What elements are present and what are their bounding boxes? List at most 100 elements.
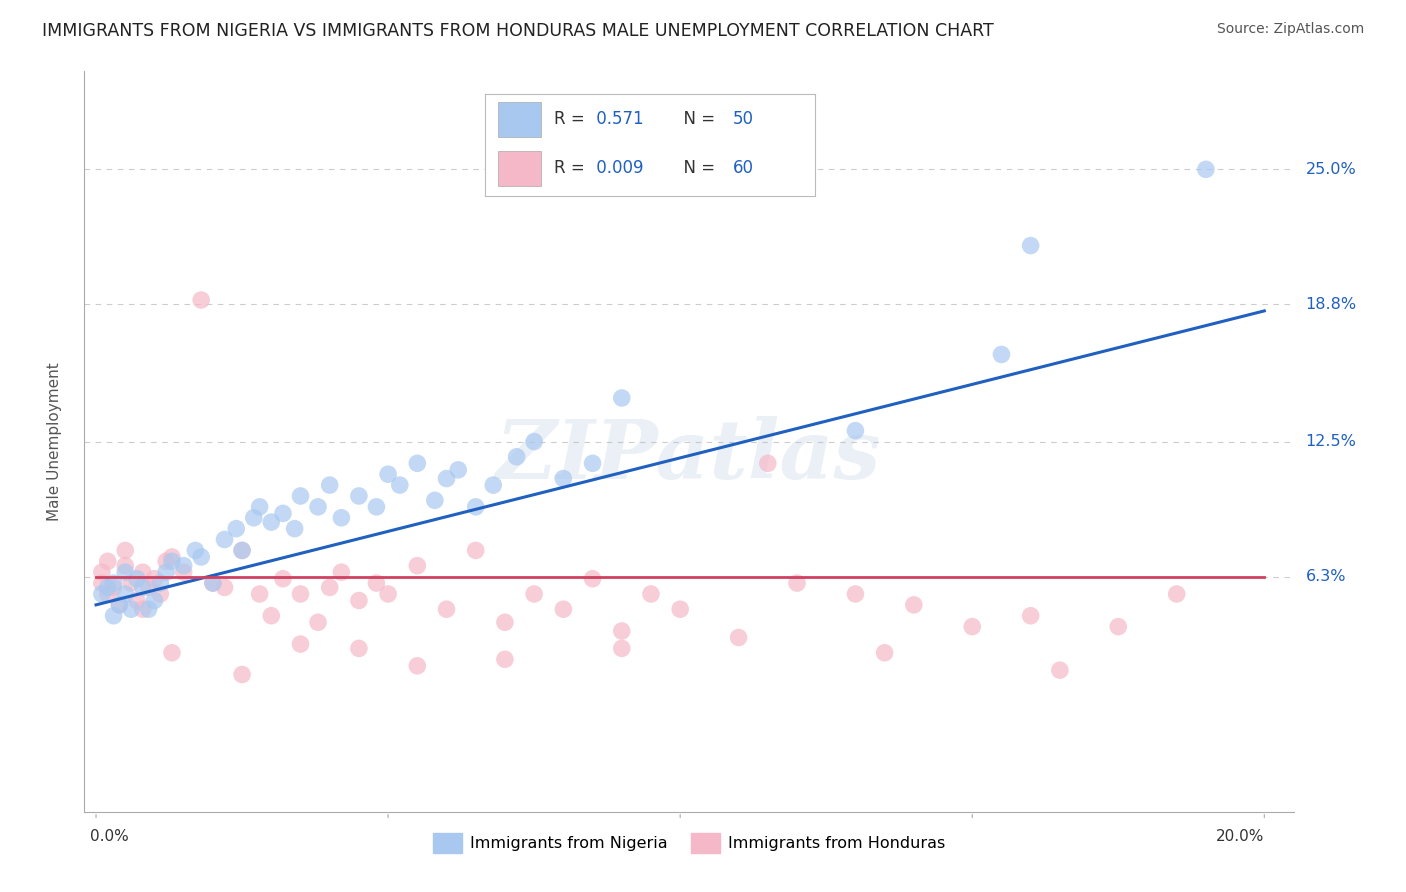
Point	[97, 587, 120, 601]
Point	[1107, 619, 1129, 633]
Point	[377, 587, 399, 601]
Text: Source: ZipAtlas.com: Source: ZipAtlas.com	[1216, 22, 1364, 37]
Point	[844, 424, 866, 438]
Point	[494, 652, 516, 666]
Point	[103, 581, 125, 595]
Text: N =: N =	[673, 111, 721, 128]
Point	[120, 576, 142, 591]
Point	[482, 478, 505, 492]
Point	[505, 450, 527, 464]
Point	[347, 489, 370, 503]
Point	[149, 587, 172, 601]
Point	[464, 500, 486, 514]
Point	[214, 581, 236, 595]
Text: 20.0%: 20.0%	[1216, 830, 1264, 844]
Point	[1019, 238, 1042, 252]
Point	[436, 471, 458, 485]
Point	[114, 543, 136, 558]
Point	[494, 615, 516, 630]
Point	[447, 463, 470, 477]
Point	[523, 434, 546, 449]
Point	[190, 293, 212, 307]
Text: Male Unemployment: Male Unemployment	[46, 362, 62, 521]
Point	[1166, 587, 1188, 601]
Text: 0.571: 0.571	[591, 111, 644, 128]
Point	[90, 587, 112, 601]
Point	[330, 565, 353, 579]
Text: R =: R =	[554, 111, 591, 128]
Point	[366, 500, 388, 514]
Point	[366, 576, 388, 591]
Point	[284, 522, 307, 536]
Point	[184, 543, 207, 558]
Point	[523, 587, 546, 601]
Point	[260, 515, 283, 529]
Point	[330, 510, 353, 524]
Point	[108, 598, 131, 612]
Text: 60: 60	[733, 159, 754, 177]
Point	[155, 554, 177, 568]
Point	[260, 608, 283, 623]
Point	[318, 478, 340, 492]
Point	[290, 489, 312, 503]
Text: 18.8%: 18.8%	[1306, 297, 1357, 312]
Text: IMMIGRANTS FROM NIGERIA VS IMMIGRANTS FROM HONDURAS MALE UNEMPLOYMENT CORRELATIO: IMMIGRANTS FROM NIGERIA VS IMMIGRANTS FR…	[42, 22, 994, 40]
Point	[108, 598, 131, 612]
Point	[640, 587, 662, 601]
Point	[249, 587, 271, 601]
Point	[581, 572, 603, 586]
Point	[436, 602, 458, 616]
Point	[201, 576, 224, 591]
Point	[143, 572, 166, 586]
Point	[610, 391, 633, 405]
Point	[377, 467, 399, 482]
Point	[581, 456, 603, 470]
Point	[132, 602, 155, 616]
Point	[786, 576, 808, 591]
Point	[756, 456, 779, 470]
Point	[201, 576, 224, 591]
Point	[873, 646, 896, 660]
Point	[138, 581, 160, 595]
Point	[120, 602, 142, 616]
Bar	[498, 102, 541, 136]
Point	[249, 500, 271, 514]
Point	[242, 510, 264, 524]
Text: 25.0%: 25.0%	[1306, 161, 1357, 177]
Point	[1019, 608, 1042, 623]
Point	[347, 593, 370, 607]
Point	[173, 558, 195, 573]
Point	[97, 554, 120, 568]
Point	[960, 619, 983, 633]
Text: ZIPatlas: ZIPatlas	[496, 417, 882, 496]
Point	[307, 500, 329, 514]
Point	[406, 658, 429, 673]
Point	[231, 543, 253, 558]
Point	[103, 576, 125, 591]
Text: N =: N =	[673, 159, 721, 177]
Point	[143, 593, 166, 607]
Point	[173, 565, 195, 579]
Point	[114, 558, 136, 573]
Point	[290, 587, 312, 601]
Point	[125, 572, 148, 586]
Point	[290, 637, 312, 651]
Point	[90, 576, 112, 591]
Point	[114, 587, 136, 601]
Text: R =: R =	[554, 159, 591, 177]
Point	[610, 624, 633, 638]
Point	[155, 565, 177, 579]
Text: 6.3%: 6.3%	[1306, 569, 1346, 584]
Legend: Immigrants from Nigeria, Immigrants from Honduras: Immigrants from Nigeria, Immigrants from…	[426, 827, 952, 859]
Point	[388, 478, 411, 492]
Point	[160, 549, 183, 564]
Point	[610, 641, 633, 656]
Point	[990, 347, 1012, 361]
Point	[423, 493, 446, 508]
Point	[727, 631, 749, 645]
Point	[553, 602, 575, 616]
Text: 50: 50	[733, 111, 754, 128]
Point	[231, 667, 253, 681]
Point	[1195, 162, 1218, 177]
Point	[318, 581, 340, 595]
